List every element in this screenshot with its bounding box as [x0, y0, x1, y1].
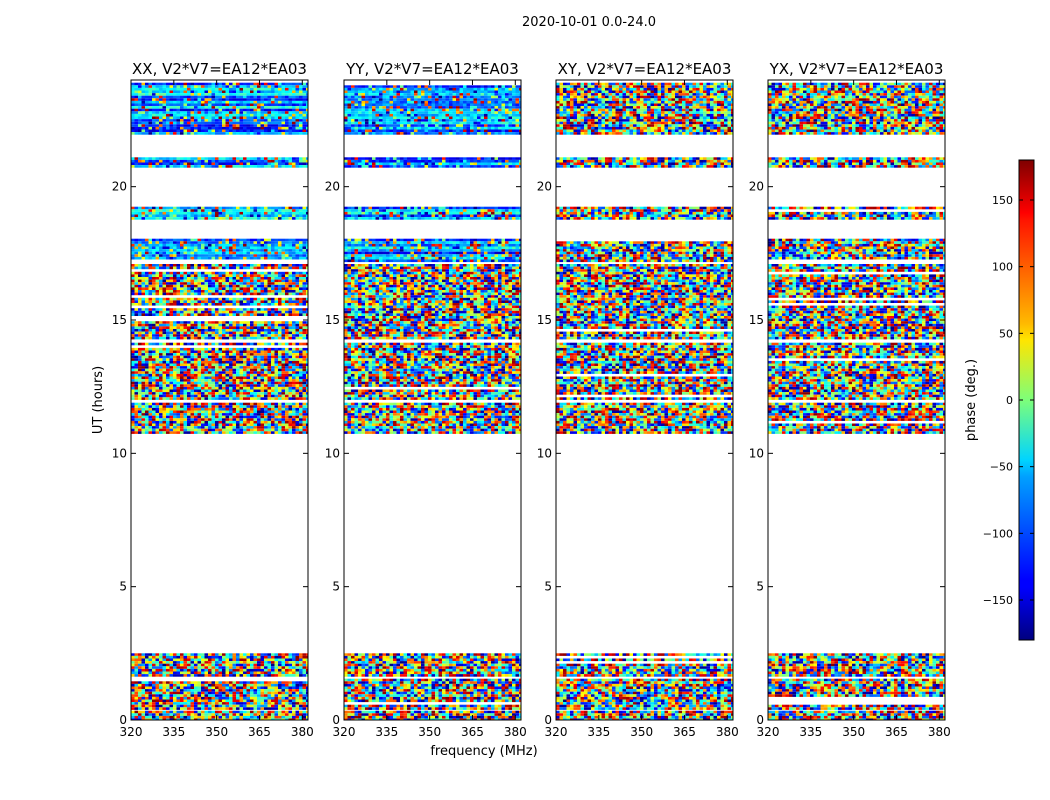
panel-xy: XY, V2*V7=EA12*EA03 320 335 350 365 380 0 5 10 15… — [537, 60, 739, 739]
colorbar-tick-label: −100 — [983, 527, 1013, 540]
y-tick-label: 20 — [325, 180, 340, 194]
y-tick-label: 0 — [756, 713, 764, 727]
y-tick-label: 15 — [325, 313, 340, 327]
y-tick-label: 0 — [544, 713, 552, 727]
phase-heatmap — [131, 82, 308, 720]
x-tick-label: 320 — [333, 725, 356, 739]
phase-heatmap — [768, 82, 945, 720]
colorbar-tick-label: −150 — [983, 594, 1013, 607]
panel-frame — [130, 79, 309, 721]
y-tick-label: 15 — [749, 313, 764, 327]
panel-yx: YX, V2*V7=EA12*EA03 320 335 350 365 380 0 5 10 15… — [749, 60, 951, 739]
y-tick-label: 0 — [119, 713, 127, 727]
panel-title: YY, V2*V7=EA12*EA03 — [345, 60, 519, 78]
y-tick-label: 15 — [537, 313, 552, 327]
x-tick-label: 350 — [205, 725, 228, 739]
colorbar-tick-label: −50 — [990, 461, 1013, 474]
figure-suptitle: 2020-10-01 0.0-24.0 — [522, 15, 656, 30]
y-tick-label: 15 — [112, 313, 127, 327]
x-tick-label: 380 — [928, 725, 951, 739]
x-tick-label: 320 — [545, 725, 568, 739]
x-tick-label: 350 — [842, 725, 865, 739]
x-tick-label: 350 — [630, 725, 653, 739]
panel-xx: XX, V2*V7=EA12*EA03 320 335 350 365 380 0 5 10 15… — [112, 60, 314, 739]
y-tick-label: 5 — [332, 580, 340, 594]
phase-heatmap — [344, 85, 521, 720]
panel-title: XY, V2*V7=EA12*EA03 — [558, 60, 732, 78]
colorbar-tick-label: 100 — [992, 261, 1013, 274]
panel-frame — [767, 79, 946, 721]
phase-heatmap — [556, 82, 733, 720]
y-tick-label: 10 — [749, 446, 764, 460]
x-tick-label: 335 — [799, 725, 822, 739]
x-tick-label: 320 — [120, 725, 143, 739]
x-tick-label: 365 — [248, 725, 271, 739]
x-tick-label: 320 — [757, 725, 780, 739]
y-tick-label: 5 — [119, 580, 127, 594]
panel-title: YX, V2*V7=EA12*EA03 — [769, 60, 944, 78]
colorbar-ticks: −150 −100 −50 0 50 100 150 — [983, 194, 1034, 607]
y-tick-label: 5 — [756, 580, 764, 594]
x-tick-label: 365 — [885, 725, 908, 739]
x-tick-label: 350 — [418, 725, 441, 739]
colorbar-tick-label: 50 — [999, 327, 1013, 340]
colorbar-label: phase (deg.) — [964, 359, 979, 441]
y-axis-label: UT (hours) — [91, 366, 106, 434]
x-tick-label: 380 — [716, 725, 739, 739]
colorbar: −150 −100 −50 0 50 100 150 phase (deg.) — [964, 159, 1035, 641]
y-tick-label: 0 — [332, 713, 340, 727]
y-tick-label: 20 — [537, 180, 552, 194]
y-tick-label: 20 — [749, 180, 764, 194]
x-tick-label: 365 — [673, 725, 696, 739]
colorbar-tick-label: 150 — [992, 194, 1013, 207]
x-tick-label: 380 — [291, 725, 314, 739]
x-tick-label: 335 — [162, 725, 185, 739]
x-tick-label: 380 — [504, 725, 527, 739]
x-tick-label: 365 — [461, 725, 484, 739]
panel-yy: YY, V2*V7=EA12*EA03 320 335 350 365 380 0 5 10 15… — [325, 60, 527, 739]
x-tick-label: 335 — [375, 725, 398, 739]
colorbar-tick-label: 0 — [1006, 394, 1013, 407]
x-axis-label: frequency (MHz) — [430, 744, 537, 759]
x-tick-label: 335 — [587, 725, 610, 739]
y-tick-label: 5 — [544, 580, 552, 594]
y-tick-label: 10 — [325, 446, 340, 460]
y-tick-label: 10 — [112, 446, 127, 460]
panel-title: XX, V2*V7=EA12*EA03 — [132, 60, 307, 78]
y-tick-label: 20 — [112, 180, 127, 194]
panel-frame — [555, 79, 734, 721]
panel-frame — [343, 79, 522, 721]
y-tick-label: 10 — [537, 446, 552, 460]
panels: XX, V2*V7=EA12*EA03 320 335 350 365 380 0 5 10 15… — [112, 60, 951, 739]
